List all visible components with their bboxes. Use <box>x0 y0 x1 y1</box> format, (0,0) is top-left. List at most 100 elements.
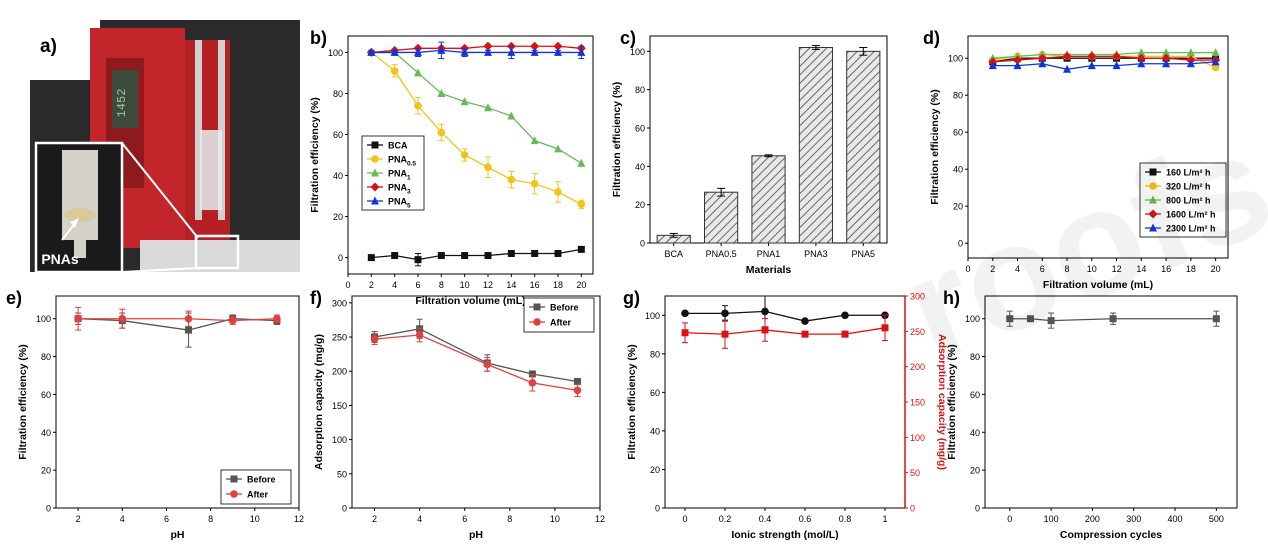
y-tick-label: 60 <box>650 388 660 398</box>
panel-label: d) <box>923 28 940 48</box>
legend-marker <box>230 475 238 483</box>
data-point <box>573 377 581 385</box>
panel-g: 0 20 40 60 80 100 0 0.2 0.4 0.6 0.8 1 Ionic strength… <box>623 288 948 541</box>
bar-pna3 <box>798 47 833 244</box>
y-tick-label: 150 <box>332 401 347 411</box>
plot-frame <box>967 35 1229 259</box>
data-point <box>528 379 537 387</box>
data-point <box>415 331 424 339</box>
data-point <box>988 61 997 70</box>
legend-marker <box>371 196 379 205</box>
legend-marker <box>1149 223 1157 232</box>
legend-label: 320 L/m² h <box>1166 182 1211 192</box>
data-point <box>437 128 446 137</box>
panel-e: 0 20 40 60 80 100 2 4 6 8 10 12 pH Filtration efficie… <box>6 288 304 541</box>
data-point <box>367 254 375 262</box>
x-tick-label: 14 <box>506 280 516 290</box>
y-tick-label: 100 <box>328 48 343 58</box>
panel-label: g) <box>623 288 640 308</box>
data-point <box>1136 53 1146 63</box>
x-tick-label: 2 <box>372 514 377 524</box>
data-point <box>721 309 729 318</box>
plot-frame <box>664 295 906 509</box>
data-point <box>530 41 540 51</box>
data-point <box>460 47 469 56</box>
x-tick-label: 20 <box>1211 264 1221 274</box>
y-tick-label: 20 <box>333 212 343 222</box>
x-axis-label: pH <box>171 529 185 541</box>
data-point <box>74 314 82 323</box>
legend: Before After <box>220 469 292 505</box>
x-tick-label: 14 <box>1136 264 1146 274</box>
series-1 <box>988 50 1220 72</box>
bar-pna1 <box>751 155 786 244</box>
data-point <box>484 103 492 112</box>
data-point <box>273 314 281 323</box>
data-point <box>437 88 446 97</box>
x-axis-label: Compression cycles <box>1060 529 1162 541</box>
y-tick-label: 60 <box>970 390 980 400</box>
y-tick-label: 40 <box>41 428 51 438</box>
y-tick-label: 250 <box>332 333 347 343</box>
series-line <box>371 49 582 54</box>
panel-f: 0 50 100 150 200 250 300 2 4 6 8 10 12 pH Adsorption c… <box>310 288 605 541</box>
x-tick-label: BCA <box>664 249 683 259</box>
data-point <box>460 97 469 106</box>
x-axis-label: pH <box>469 529 483 541</box>
x-tick-label: 6 <box>164 514 169 524</box>
x-tick-label: 500 <box>1209 514 1224 524</box>
x-tick-label: 8 <box>208 514 213 524</box>
x-axis-label: Filtration volume (mL) <box>415 295 525 307</box>
data-point <box>573 386 582 395</box>
x-tick-label: 16 <box>1161 264 1171 274</box>
data-point <box>530 136 539 145</box>
data-point <box>1212 315 1220 323</box>
data-point <box>367 47 376 56</box>
data-point <box>577 47 586 56</box>
data-point <box>1112 51 1122 61</box>
y-tick-label: 200 <box>332 367 347 377</box>
data-point <box>553 41 563 51</box>
y-tick-label: 300 <box>332 298 347 308</box>
data-point <box>528 370 536 378</box>
data-point <box>507 111 516 120</box>
data-point <box>484 163 492 172</box>
x-axis-label: Filtration volume (mL) <box>1043 279 1153 291</box>
pump-display <box>112 70 138 128</box>
data-point <box>554 47 562 56</box>
data-point <box>414 47 422 56</box>
x-tick-label: 0.6 <box>799 514 812 524</box>
series-line <box>992 55 1216 63</box>
x-tick-label: 18 <box>553 280 563 290</box>
legend-label: 800 L/m² h <box>1166 196 1211 206</box>
data-point <box>484 47 492 56</box>
series-3 <box>988 51 1221 67</box>
panel-label: b) <box>310 28 327 48</box>
x-tick-label: 300 <box>1126 514 1141 524</box>
data-point <box>1137 48 1146 57</box>
panel-d: 0 20 40 60 80 100 0 2 4 6 8 10 12 14 16 18 20 Filtration … <box>923 28 1229 291</box>
legend-marker <box>230 490 238 498</box>
data-point <box>228 316 237 325</box>
bar-pna0.5 <box>704 191 739 244</box>
y-tick-label: 80 <box>953 91 963 101</box>
data-point <box>507 249 515 257</box>
series-4 <box>988 57 1220 73</box>
data-point <box>414 68 422 77</box>
y-tick-label: 100 <box>332 435 347 445</box>
x-tick-label: 0 <box>965 264 970 274</box>
data-point <box>1109 315 1117 323</box>
series-4 <box>367 41 586 60</box>
legend-marker <box>1149 182 1157 190</box>
plot-frame <box>351 295 601 509</box>
data-point <box>1186 48 1195 57</box>
series-line <box>685 310 885 322</box>
data-point <box>390 67 399 75</box>
x-tick-label: PNA0.5 <box>706 249 737 259</box>
x-tick-label: 4 <box>417 514 422 524</box>
legend-label: BCA <box>388 141 408 151</box>
plot-frame <box>984 295 1238 509</box>
x-tick-label: 10 <box>550 514 560 524</box>
y-right-tick-label: 300 <box>910 292 925 302</box>
